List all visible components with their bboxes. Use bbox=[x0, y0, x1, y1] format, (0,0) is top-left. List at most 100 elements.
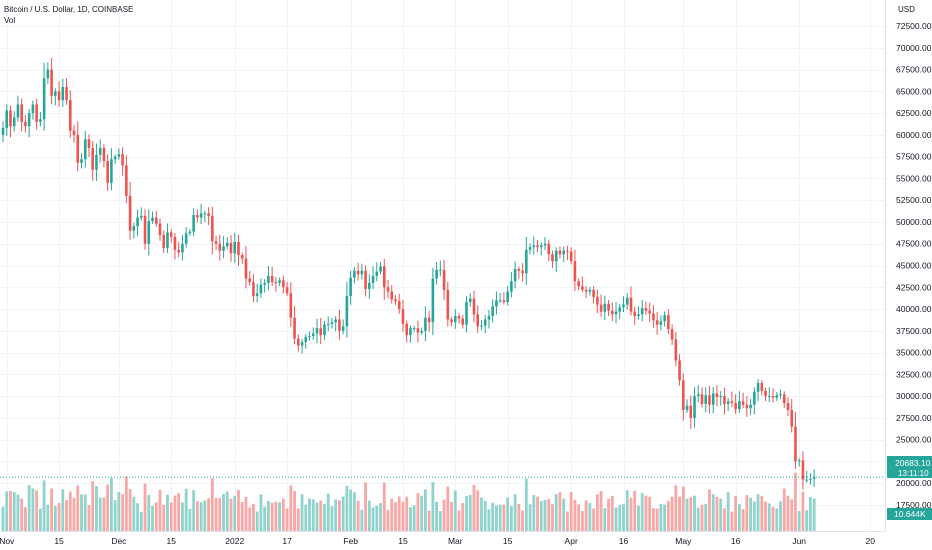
volume-bar bbox=[678, 496, 681, 531]
candle-body bbox=[446, 289, 450, 320]
volume-bar bbox=[812, 498, 816, 531]
candle-body bbox=[637, 314, 640, 316]
price-tick-label: 27500.00 bbox=[896, 413, 932, 423]
candle-body bbox=[349, 277, 352, 296]
price-tick-label: 47500.00 bbox=[896, 239, 932, 249]
candle-body bbox=[435, 269, 438, 279]
time-tick-label: 20 bbox=[865, 536, 875, 546]
volume-bar bbox=[274, 501, 278, 531]
candle-body bbox=[749, 404, 752, 409]
volume-bar bbox=[386, 509, 390, 531]
price-tick-label: 40000.00 bbox=[896, 304, 932, 314]
candle-body bbox=[1, 127, 5, 135]
candle-body bbox=[282, 280, 285, 288]
candle-body bbox=[270, 275, 274, 283]
volume-bar bbox=[472, 484, 476, 531]
candle-body bbox=[211, 215, 214, 242]
price-tick-label: 30000.00 bbox=[896, 391, 932, 401]
volume-bar bbox=[225, 491, 229, 531]
candle-body bbox=[700, 394, 704, 404]
volume-bar bbox=[293, 491, 296, 531]
volume-bar bbox=[524, 478, 528, 531]
volume-bar bbox=[315, 502, 319, 531]
candle-body bbox=[442, 269, 446, 290]
candle-body bbox=[255, 293, 259, 296]
candle-body bbox=[450, 319, 453, 323]
volume-bar bbox=[423, 489, 427, 531]
candle-body bbox=[237, 241, 240, 256]
volume-bar bbox=[222, 494, 225, 531]
candle-body bbox=[173, 236, 177, 250]
candle-body bbox=[603, 303, 607, 312]
candle-body bbox=[248, 278, 252, 283]
candle-body bbox=[502, 300, 506, 303]
time-tick-label: Apr bbox=[565, 536, 578, 546]
candle-body bbox=[300, 342, 304, 346]
volume-bar bbox=[431, 482, 435, 531]
volume-bar bbox=[192, 490, 196, 531]
time-tick-label: Nov bbox=[0, 536, 15, 546]
volume-bar bbox=[420, 495, 424, 531]
candle-body bbox=[240, 255, 244, 259]
candle-body bbox=[218, 243, 222, 251]
candle-body bbox=[308, 336, 311, 338]
price-tick-label: 57500.00 bbox=[896, 152, 932, 162]
candle-body bbox=[409, 328, 412, 336]
price-axis[interactable]: USD 17500.0020000.0022500.0025000.002750… bbox=[896, 5, 932, 510]
candle-body bbox=[457, 315, 461, 319]
candle-body bbox=[517, 268, 521, 271]
volume-bar bbox=[173, 495, 177, 531]
candle-body bbox=[674, 339, 678, 361]
volume-bar bbox=[539, 501, 543, 531]
candle-body bbox=[629, 297, 633, 312]
volume-bar bbox=[188, 508, 192, 531]
volume-bar bbox=[311, 499, 315, 531]
candle-body bbox=[775, 395, 779, 398]
candle-body bbox=[704, 395, 708, 404]
candle-body bbox=[472, 298, 476, 315]
candle-body bbox=[543, 243, 547, 246]
volume-bar bbox=[461, 503, 465, 531]
candle-body bbox=[57, 91, 61, 101]
volume-bar bbox=[121, 494, 125, 531]
volume-bar bbox=[659, 503, 663, 531]
time-tick-label: 15 bbox=[54, 536, 64, 546]
candle-body bbox=[338, 319, 341, 331]
volume-bar bbox=[569, 492, 573, 531]
candle-body bbox=[424, 317, 427, 331]
volume-bar bbox=[147, 495, 151, 531]
price-tick-label: 45000.00 bbox=[896, 261, 932, 271]
volume-bar bbox=[483, 500, 487, 531]
volume-bar bbox=[76, 485, 80, 531]
candle-body bbox=[356, 270, 360, 275]
candle-body bbox=[76, 134, 80, 163]
volume-bar bbox=[614, 507, 618, 531]
candle-body bbox=[192, 215, 195, 232]
volume-bar bbox=[177, 493, 181, 531]
volume-bar bbox=[681, 486, 685, 531]
volume-bar bbox=[588, 503, 592, 531]
candle-body bbox=[289, 293, 293, 318]
volume-bar bbox=[124, 476, 128, 531]
last-price-badge-bg bbox=[887, 456, 932, 478]
candle-body bbox=[80, 159, 83, 163]
volume-bar bbox=[495, 505, 498, 531]
volume-bar bbox=[805, 510, 809, 531]
price-tick-label: 65000.00 bbox=[896, 86, 932, 96]
time-tick-label: 2022 bbox=[225, 536, 244, 546]
candle-body bbox=[136, 217, 139, 227]
candle-body bbox=[607, 303, 610, 311]
volume-bar bbox=[356, 500, 360, 531]
volume-bar bbox=[629, 497, 633, 531]
volume-bar bbox=[633, 490, 637, 531]
candle-body bbox=[420, 330, 423, 333]
volume-bar bbox=[308, 498, 311, 531]
volume-bar bbox=[110, 477, 113, 531]
time-tick-label: 15 bbox=[398, 536, 408, 546]
volume-bar bbox=[737, 504, 741, 531]
candle-body bbox=[723, 396, 726, 404]
candle-body bbox=[506, 291, 509, 303]
time-axis[interactable]: Nov 15 Dec 15 2022 17 Feb 15 Mar 15 Apr 16 May 16 Jun 2… bbox=[0, 536, 875, 546]
volume-bar bbox=[775, 508, 779, 531]
